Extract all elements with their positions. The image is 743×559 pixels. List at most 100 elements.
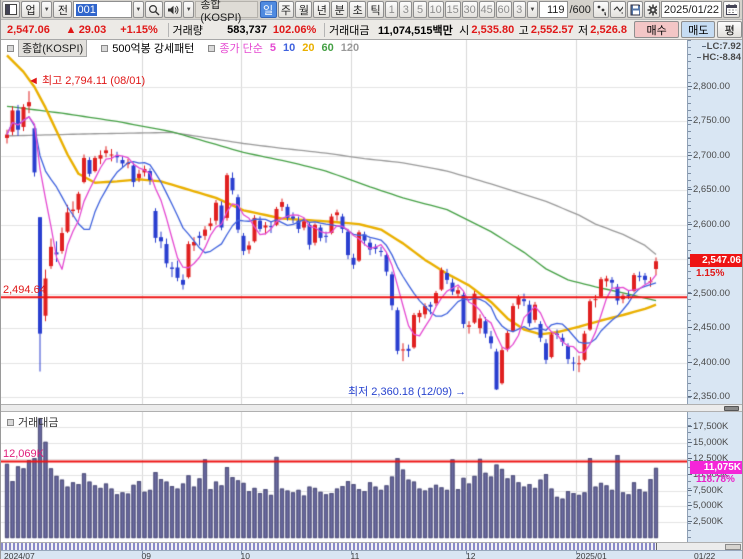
date-value: 2025/01/22 bbox=[663, 3, 719, 16]
minute-custom-dropdown-arrow[interactable]: ▼ bbox=[526, 1, 539, 18]
low-price: 2,526.8 bbox=[590, 23, 627, 36]
minute-10-button[interactable]: 10 bbox=[427, 1, 444, 18]
time-axis-label: 2025/01 bbox=[576, 551, 607, 559]
navigator-corner-button[interactable] bbox=[725, 544, 741, 550]
price-axis-label: 2,500.00 bbox=[688, 287, 730, 299]
time-axis-end-label: 01/22 bbox=[694, 551, 716, 559]
trendline-tool-button[interactable] bbox=[609, 1, 626, 18]
low-annotation: 최저 2,360.18 (12/09) → bbox=[348, 383, 466, 399]
open-price: 2,535.80 bbox=[471, 23, 515, 36]
range-navigator-fill[interactable] bbox=[1, 543, 657, 550]
price-axis-label: 2,450.00 bbox=[688, 322, 730, 334]
minute-3-button[interactable]: 3 bbox=[399, 1, 413, 18]
minute-1-button[interactable]: 1 bbox=[385, 1, 399, 18]
price-change-pct: +1.15% bbox=[120, 23, 158, 36]
minute-45-button[interactable]: 45 bbox=[478, 1, 495, 18]
gear-icon bbox=[647, 4, 657, 15]
price-axis-label: 2,400.00 bbox=[688, 356, 730, 368]
volume-alert-line-label[interactable]: 12,069K bbox=[3, 448, 44, 460]
price-volume-chart-canvas[interactable] bbox=[1, 40, 687, 543]
panel-splitter[interactable] bbox=[1, 404, 742, 412]
axis-minor-ticks bbox=[688, 40, 691, 543]
buy-button[interactable]: 매수 bbox=[633, 21, 680, 38]
minute-15-button[interactable]: 15 bbox=[444, 1, 461, 18]
calendar-button[interactable] bbox=[722, 1, 740, 18]
crosshair-dots-icon bbox=[597, 5, 606, 15]
time-axis-label: 11 bbox=[350, 551, 360, 559]
time-axis-tick bbox=[351, 551, 352, 554]
last-price-badge: 2,547.06 bbox=[690, 254, 742, 267]
low-arrow-icon: → bbox=[455, 386, 467, 398]
price-axis-label: 2,350.00 bbox=[688, 391, 730, 402]
sound-dropdown-arrow[interactable]: ▼ bbox=[183, 1, 195, 18]
settings-button[interactable] bbox=[643, 1, 660, 18]
volume-axis-label: 10,000K bbox=[687, 468, 729, 480]
volume-pct: 102.06% bbox=[272, 23, 317, 36]
bar-total-label: /600 bbox=[569, 3, 591, 16]
tab-day[interactable]: 일 bbox=[259, 1, 277, 18]
save-icon bbox=[630, 4, 640, 15]
chart-area: 종합(KOSPI) 500억봉 강세패턴 종가 단순 5 10 20 60 120 ◄ 최… bbox=[1, 39, 742, 559]
value-label: 거래대금 bbox=[328, 24, 370, 37]
value-amount: 11,074,515백만 bbox=[378, 24, 453, 37]
sound-button[interactable] bbox=[164, 1, 183, 18]
bar-count-value: 119 bbox=[546, 3, 565, 16]
low-annotation-label: 최저 2,360.18 (12/09) bbox=[348, 386, 453, 398]
high-label: 고 bbox=[518, 24, 529, 37]
save-button[interactable] bbox=[626, 1, 643, 18]
minute-5-button[interactable]: 5 bbox=[413, 1, 427, 18]
splitter-handle-button[interactable] bbox=[724, 406, 739, 411]
tab-year[interactable]: 년 bbox=[313, 1, 331, 18]
bar-count-input[interactable]: 119 bbox=[539, 1, 568, 18]
up-arrow-icon: ▲ bbox=[65, 23, 77, 36]
price-axis[interactable]: LC:7.92 HC:-8.84 2,800.00 2,750.00 2,700.0… bbox=[687, 40, 742, 543]
tab-minute[interactable]: 분 bbox=[331, 1, 349, 18]
crosshair-tool-button[interactable] bbox=[592, 1, 609, 18]
time-axis-label: 10 bbox=[240, 551, 250, 559]
price-axis-label: 2,750.00 bbox=[688, 115, 730, 127]
panel-toggle-button[interactable] bbox=[2, 1, 20, 18]
industry-button[interactable]: 업 bbox=[21, 1, 41, 18]
volume-value: 583,737 bbox=[227, 23, 267, 36]
price-info-bar: 2,547.06 ▲ 29.03 +1.15% 거래량 583,737 102.… bbox=[1, 20, 742, 40]
minute-30-button[interactable]: 30 bbox=[461, 1, 478, 18]
high-price: 2,552.57 bbox=[530, 23, 574, 36]
tab-month[interactable]: 월 bbox=[295, 1, 313, 18]
buy-button-label: 매수 bbox=[646, 24, 667, 37]
price-axis-label: 2,600.00 bbox=[688, 218, 730, 230]
volume-axis-label: 7,500K bbox=[687, 484, 724, 496]
time-axis[interactable]: 01/22 2024/07 09 10 11 12 2025/01 bbox=[1, 550, 742, 559]
time-axis-label: 2024/07 bbox=[4, 551, 35, 559]
avg-button-label: 평 bbox=[724, 24, 735, 37]
hc-value: HC:-8.84 bbox=[697, 52, 741, 63]
date-input[interactable]: 2025/01/22 bbox=[660, 1, 722, 18]
volume-axis-label: 2,500K bbox=[687, 516, 724, 528]
price-axis-label: 2,800.00 bbox=[688, 81, 730, 92]
calendar-icon bbox=[725, 4, 737, 15]
time-axis-tick bbox=[241, 551, 242, 554]
code-dropdown-arrow[interactable]: ▼ bbox=[132, 1, 145, 18]
tab-second[interactable]: 초 bbox=[349, 1, 367, 18]
all-button[interactable]: 전 bbox=[53, 1, 73, 18]
price-alert-line-label[interactable]: 2,494.64 bbox=[3, 284, 46, 296]
time-axis-tick bbox=[466, 551, 467, 554]
speaker-icon bbox=[168, 5, 179, 14]
minute-custom-button[interactable]: 3 bbox=[512, 1, 526, 18]
tab-tick[interactable]: 틱 bbox=[367, 1, 385, 18]
range-navigator[interactable] bbox=[1, 542, 742, 550]
high-annotation: ◄ 최고 2,794.11 (08/01) bbox=[28, 72, 145, 88]
time-axis-label: 09 bbox=[141, 551, 151, 559]
volume-axis-label: 5,000K bbox=[687, 500, 724, 512]
tab-week[interactable]: 주 bbox=[277, 1, 295, 18]
volume-label: 거래량 bbox=[172, 24, 203, 37]
sell-button[interactable]: 매도 bbox=[681, 21, 716, 38]
industry-dropdown-arrow[interactable]: ▼ bbox=[41, 1, 53, 18]
code-input[interactable]: 001 bbox=[73, 1, 132, 18]
search-button[interactable] bbox=[145, 1, 164, 18]
time-axis-tick bbox=[142, 551, 143, 554]
minute-60-button[interactable]: 60 bbox=[495, 1, 512, 18]
high-arrow-icon: ◄ bbox=[28, 75, 39, 87]
avg-button[interactable]: 평 bbox=[717, 21, 742, 38]
code-input-value: 001 bbox=[76, 3, 97, 16]
price-axis-label: 2,700.00 bbox=[688, 149, 730, 161]
